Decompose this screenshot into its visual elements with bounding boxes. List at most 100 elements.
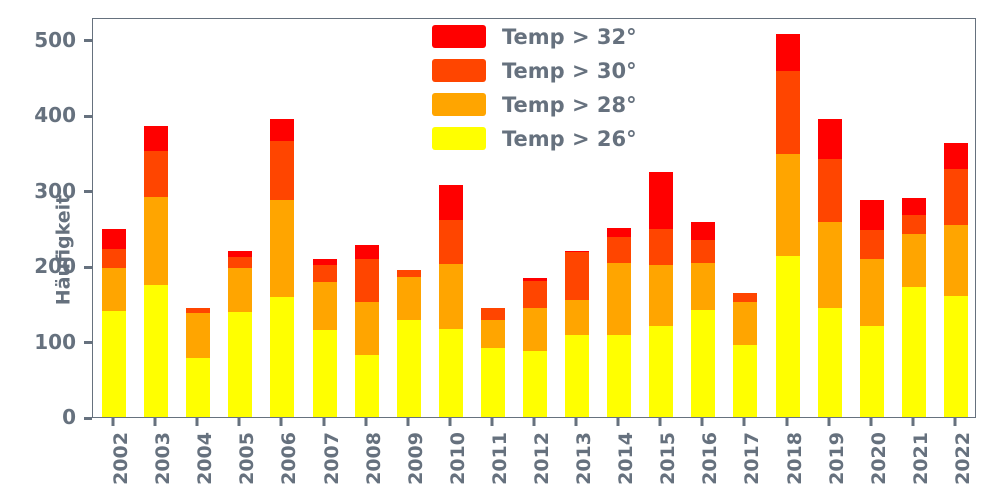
bar-segment[interactable] — [859, 199, 884, 230]
bar-2008[interactable] — [354, 244, 379, 417]
legend-item[interactable]: Temp > 32° — [432, 24, 637, 49]
bar-segment[interactable] — [102, 249, 127, 269]
bar-segment[interactable] — [396, 269, 421, 277]
bar-2019[interactable] — [817, 118, 842, 417]
bar-segment[interactable] — [102, 310, 127, 417]
bar-segment[interactable] — [438, 263, 463, 330]
bar-segment[interactable] — [943, 224, 968, 297]
bar-segment[interactable] — [438, 220, 463, 264]
bar-segment[interactable] — [649, 229, 674, 266]
bar-segment[interactable] — [817, 118, 842, 159]
bar-segment[interactable] — [144, 126, 169, 152]
bar-segment[interactable] — [691, 309, 716, 417]
bar-segment[interactable] — [607, 263, 632, 335]
bar-segment[interactable] — [565, 251, 590, 301]
bar-segment[interactable] — [312, 330, 337, 417]
bar-segment[interactable] — [649, 325, 674, 417]
bar-2006[interactable] — [270, 118, 295, 417]
bar-segment[interactable] — [354, 355, 379, 417]
bar-segment[interactable] — [649, 265, 674, 326]
bar-2012[interactable] — [523, 278, 547, 417]
bar-segment[interactable] — [144, 196, 169, 285]
bar-segment[interactable] — [943, 169, 968, 225]
bar-segment[interactable] — [396, 276, 421, 321]
bar-segment[interactable] — [270, 200, 295, 297]
bar-segment[interactable] — [438, 185, 463, 221]
bar-segment[interactable] — [228, 312, 253, 417]
bar-segment[interactable] — [607, 237, 632, 264]
bar-segment[interactable] — [691, 263, 716, 310]
bar-2013[interactable] — [565, 250, 590, 417]
bar-segment[interactable] — [523, 307, 547, 352]
bar-segment[interactable] — [312, 259, 337, 266]
bar-2017[interactable] — [733, 292, 758, 417]
bar-segment[interactable] — [901, 214, 926, 235]
bar-segment[interactable] — [775, 71, 800, 154]
bar-2005[interactable] — [228, 250, 253, 417]
bar-2010[interactable] — [438, 185, 463, 417]
bar-segment[interactable] — [817, 158, 842, 222]
bar-2002[interactable] — [102, 229, 127, 417]
bar-2020[interactable] — [859, 199, 884, 417]
bar-segment[interactable] — [523, 351, 547, 417]
bar-segment[interactable] — [901, 198, 926, 215]
legend-item[interactable]: Temp > 28° — [432, 92, 637, 117]
bar-segment[interactable] — [270, 297, 295, 417]
bar-segment[interactable] — [396, 320, 421, 417]
bar-segment[interactable] — [480, 347, 505, 417]
bar-2003[interactable] — [144, 126, 169, 417]
bar-segment[interactable] — [691, 239, 716, 264]
legend-item[interactable]: Temp > 30° — [432, 58, 637, 83]
bar-segment[interactable] — [733, 292, 758, 303]
bar-segment[interactable] — [775, 34, 800, 72]
bar-segment[interactable] — [649, 171, 674, 230]
bar-segment[interactable] — [186, 308, 211, 313]
bar-segment[interactable] — [775, 153, 800, 256]
bar-2009[interactable] — [396, 269, 421, 417]
bar-segment[interactable] — [523, 278, 547, 282]
bar-2018[interactable] — [775, 34, 800, 417]
bar-2021[interactable] — [901, 198, 926, 417]
bar-segment[interactable] — [228, 250, 253, 257]
bar-segment[interactable] — [186, 312, 211, 359]
bar-segment[interactable] — [270, 118, 295, 141]
bar-2022[interactable] — [943, 143, 968, 417]
bar-segment[interactable] — [607, 228, 632, 238]
bar-segment[interactable] — [270, 140, 295, 201]
bar-2004[interactable] — [186, 308, 211, 417]
bar-segment[interactable] — [691, 222, 716, 240]
bar-2015[interactable] — [649, 171, 674, 417]
bar-2007[interactable] — [312, 259, 337, 417]
bar-segment[interactable] — [144, 151, 169, 197]
bar-segment[interactable] — [480, 319, 505, 348]
bar-segment[interactable] — [102, 229, 127, 250]
bar-segment[interactable] — [901, 287, 926, 417]
bar-2011[interactable] — [480, 307, 505, 417]
bar-segment[interactable] — [354, 258, 379, 303]
bar-segment[interactable] — [144, 284, 169, 417]
bar-segment[interactable] — [943, 296, 968, 417]
bar-segment[interactable] — [312, 281, 337, 331]
bar-segment[interactable] — [607, 334, 632, 417]
bar-segment[interactable] — [480, 307, 505, 320]
bar-segment[interactable] — [186, 358, 211, 417]
bar-segment[interactable] — [859, 258, 884, 327]
legend-item[interactable]: Temp > 26° — [432, 126, 637, 151]
bar-segment[interactable] — [228, 267, 253, 313]
bar-segment[interactable] — [438, 329, 463, 417]
bar-segment[interactable] — [775, 255, 800, 417]
bar-segment[interactable] — [817, 221, 842, 308]
bar-segment[interactable] — [901, 234, 926, 288]
bar-segment[interactable] — [523, 281, 547, 308]
bar-segment[interactable] — [354, 244, 379, 259]
bar-2014[interactable] — [607, 228, 632, 417]
bar-segment[interactable] — [565, 334, 590, 417]
bar-segment[interactable] — [859, 326, 884, 417]
bar-segment[interactable] — [733, 344, 758, 417]
bar-segment[interactable] — [817, 307, 842, 417]
bar-segment[interactable] — [943, 143, 968, 170]
bar-segment[interactable] — [565, 250, 590, 252]
bar-segment[interactable] — [859, 229, 884, 259]
bar-segment[interactable] — [565, 300, 590, 335]
bar-2016[interactable] — [691, 222, 716, 417]
